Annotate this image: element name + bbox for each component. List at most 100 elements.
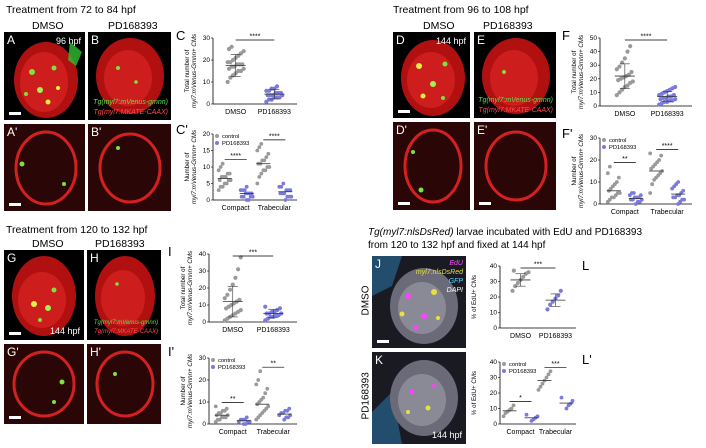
data-point-dmso xyxy=(526,270,531,275)
legend-marker-pd xyxy=(215,141,219,145)
legend-label-pd: PD168393 xyxy=(609,145,636,151)
data-point-pd168393 xyxy=(550,299,555,304)
y-tick-label: 0 xyxy=(202,421,206,428)
data-point-pd xyxy=(535,414,540,419)
data-point-pd xyxy=(524,412,529,417)
data-point-dmso xyxy=(511,268,516,273)
heart-section-d-prime xyxy=(393,122,470,210)
data-point-control xyxy=(224,406,229,411)
y-tick-label: 10 xyxy=(490,406,498,413)
x-category-label: Compact xyxy=(611,209,639,216)
y-axis-label-2: myl7:mVenus-Gmnn+ CMs xyxy=(191,130,198,204)
heart-section-h-prime xyxy=(87,344,161,424)
panel-label-b: B xyxy=(91,33,100,47)
data-point-pd xyxy=(289,194,294,199)
legend-marker-control xyxy=(211,358,215,362)
data-point-control xyxy=(648,191,653,195)
data-point-dmso xyxy=(617,64,622,69)
data-point-pd xyxy=(631,191,636,195)
y-tick-label: 20 xyxy=(490,390,498,397)
panel-label-a-prime: A' xyxy=(7,125,18,139)
cond-pd-b: PD168393 xyxy=(108,20,158,32)
data-point-pd xyxy=(681,188,686,193)
legend-label-control: control xyxy=(218,358,235,364)
heart-section-b-prime xyxy=(88,124,171,211)
data-point-dmso xyxy=(513,284,518,289)
micro-panel-g-prime: G' xyxy=(4,344,84,424)
legend-label-control: control xyxy=(222,134,239,140)
data-point-pd xyxy=(638,193,643,198)
data-point-control xyxy=(266,151,271,156)
data-point-control xyxy=(546,372,551,377)
data-point-control xyxy=(228,178,233,183)
heart-section-a-prime xyxy=(4,124,85,211)
panel-label-d: D xyxy=(396,33,405,47)
data-point-pd xyxy=(676,180,681,184)
y-tick-label: 30 xyxy=(203,35,211,42)
chart-i: 0 10 20 30 40 Total number of myl7:mVenus-Gmnn… xyxy=(180,250,297,334)
legend-label-pd: PD168393 xyxy=(222,141,249,147)
legend-gfp: GFP xyxy=(448,278,463,285)
panel-label-i: I xyxy=(168,244,172,259)
heart-image-j xyxy=(372,256,466,348)
panel-label-e-prime: E' xyxy=(477,123,488,137)
data-point-pd xyxy=(288,188,293,192)
data-point-pd168393 xyxy=(673,97,678,102)
panel-label-i-prime: I' xyxy=(168,344,175,359)
data-point-pd xyxy=(241,194,246,199)
data-point-control xyxy=(216,188,221,192)
heart-image-g xyxy=(12,256,76,336)
data-point-control xyxy=(218,165,223,169)
stamp-96hpf: 96 hpf xyxy=(55,36,81,46)
x-category-label: PD168393 xyxy=(651,111,684,118)
data-point-control xyxy=(538,384,543,389)
data-point-pd xyxy=(279,184,284,189)
data-point-dmso xyxy=(510,288,515,293)
legend-venus-b: Tg(myl7:mVenus-gmnn) xyxy=(93,99,168,106)
x-category-label: DMSO xyxy=(510,333,532,340)
x-category-label: Trabecular xyxy=(257,429,291,436)
micro-panel-h-prime: H' xyxy=(87,344,161,424)
x-category-label: DMSO xyxy=(225,109,247,116)
title-edu-italic: Tg(myl7:nlsDsRed) xyxy=(368,227,454,238)
data-point-control xyxy=(220,161,225,166)
data-point-control xyxy=(544,375,549,380)
y-tick-label: 50 xyxy=(590,35,598,42)
micro-panel-d: D 144 hpf xyxy=(393,32,470,118)
legend-mkate-b: Tg(myl7:MKATE-CAAX) xyxy=(93,109,168,116)
heart-image-b xyxy=(96,38,164,114)
data-point-dmso xyxy=(614,67,619,72)
data-point-pd168393 xyxy=(274,84,280,89)
legend-marker-control xyxy=(602,138,606,142)
data-point-pd xyxy=(570,398,575,403)
data-point-dmso xyxy=(225,292,230,297)
y-axis-label-1: Total number of xyxy=(571,50,578,93)
significance-stars: **** xyxy=(662,143,673,150)
panel-label-a: A xyxy=(7,33,16,47)
data-point-dmso xyxy=(241,49,246,54)
y-axis-label-2: myl7:mVenus-Gmnn+ CMs xyxy=(578,35,585,109)
panel-label-h: H xyxy=(90,251,99,265)
panel-label-j: J xyxy=(375,257,381,271)
data-point-pd xyxy=(250,194,255,199)
data-point-pd xyxy=(559,395,564,400)
y-tick-label: 40 xyxy=(199,251,207,258)
significance-stars: ** xyxy=(230,396,236,403)
y-tick-label: 20 xyxy=(490,294,498,301)
x-category-label: Trabecular xyxy=(539,429,573,436)
y-tick-label: 15 xyxy=(203,148,211,155)
micro-panel-e: E Tg(myl7:mVenus-gmnn) Tg(myl7:MKATE-CAA… xyxy=(474,32,556,118)
significance-stars: *** xyxy=(551,361,559,368)
data-point-control xyxy=(217,178,222,183)
legend-label-control: control xyxy=(609,138,626,144)
data-point-pd xyxy=(244,415,249,420)
y-tick-label: 30 xyxy=(590,62,598,69)
stamp-144hpf-g: 144 hpf xyxy=(49,326,80,336)
x-category-label: PD168393 xyxy=(257,327,290,334)
data-point-control xyxy=(213,404,218,409)
data-point-control xyxy=(257,175,262,179)
legend-label-control: control xyxy=(509,362,526,368)
legend-marker-control xyxy=(215,134,219,138)
significance-stars: **** xyxy=(641,34,652,41)
y-axis-label-1: % of EdU+ CMs xyxy=(471,371,478,415)
